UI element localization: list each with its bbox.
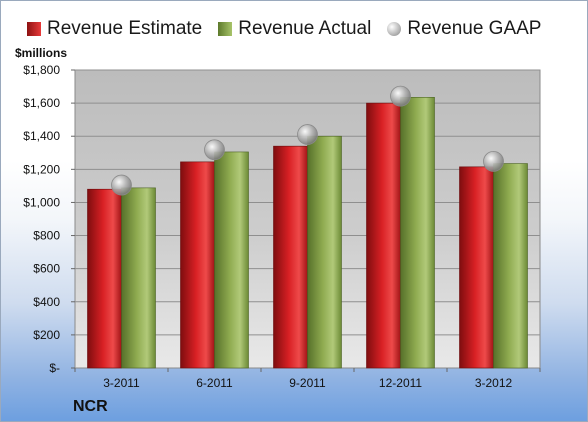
legend-label-estimate: Revenue Estimate [47,18,203,39]
y-tick-label: $600 [33,262,60,276]
y-tick-label: $1,200 [23,162,60,176]
point-revenue-gaap [483,150,504,172]
y-tick-label: $1,400 [23,129,60,143]
point-revenue-gaap [297,124,318,145]
x-tick-label: 3-2011 [103,376,140,390]
y-axis-ticks: $- $200 $400 $600 $800 $1,000 $1,200 $1,400 $1,6… [23,63,75,375]
legend-swatch-estimate [27,22,41,36]
y-axis-unit-label: $millions [15,46,68,60]
legend: Revenue Estimate Revenue Actual Revenue … [27,17,557,41]
legend-item-estimate: Revenue Estimate [27,18,202,40]
legend-label-actual: Revenue Actual [238,18,372,39]
legend-swatch-gaap [387,22,402,36]
x-tick-label: 12-2011 [379,376,422,390]
y-tick-label: $200 [33,328,60,342]
y-tick-label: $1,600 [23,96,60,110]
legend-item-actual: Revenue Actual [218,18,371,40]
bar-revenue-estimate [366,102,401,369]
bar-revenue-estimate [180,161,215,369]
bar-revenue-actual [121,187,156,369]
company-label: NCR [73,398,108,415]
bars [87,85,528,369]
x-tick-label: 6-2011 [196,376,233,390]
bar-revenue-actual [400,97,435,369]
point-revenue-gaap [204,139,225,161]
x-axis-ticks: 3-2011 6-2011 9-2011 12-2011 3-2012 [74,368,541,390]
y-tick-label: $1,000 [23,195,60,209]
point-revenue-gaap [111,174,132,196]
bar-revenue-actual [307,135,342,369]
bar-revenue-estimate [87,188,122,369]
x-tick-label: 9-2011 [289,376,326,390]
bar-revenue-estimate [459,166,494,369]
bar-revenue-estimate [273,145,308,369]
legend-item-gaap: Revenue GAAP [387,18,541,40]
y-tick-label: $800 [33,229,60,243]
legend-swatch-actual [218,22,233,36]
bar-revenue-actual [214,151,249,369]
x-tick-label: 3-2012 [475,376,513,390]
bar-revenue-actual [493,163,528,369]
y-tick-label: $- [49,361,60,375]
y-tick-label: $1,800 [23,63,60,77]
point-revenue-gaap [390,85,411,107]
y-tick-label: $400 [33,295,60,309]
legend-label-gaap: Revenue GAAP [407,18,542,39]
